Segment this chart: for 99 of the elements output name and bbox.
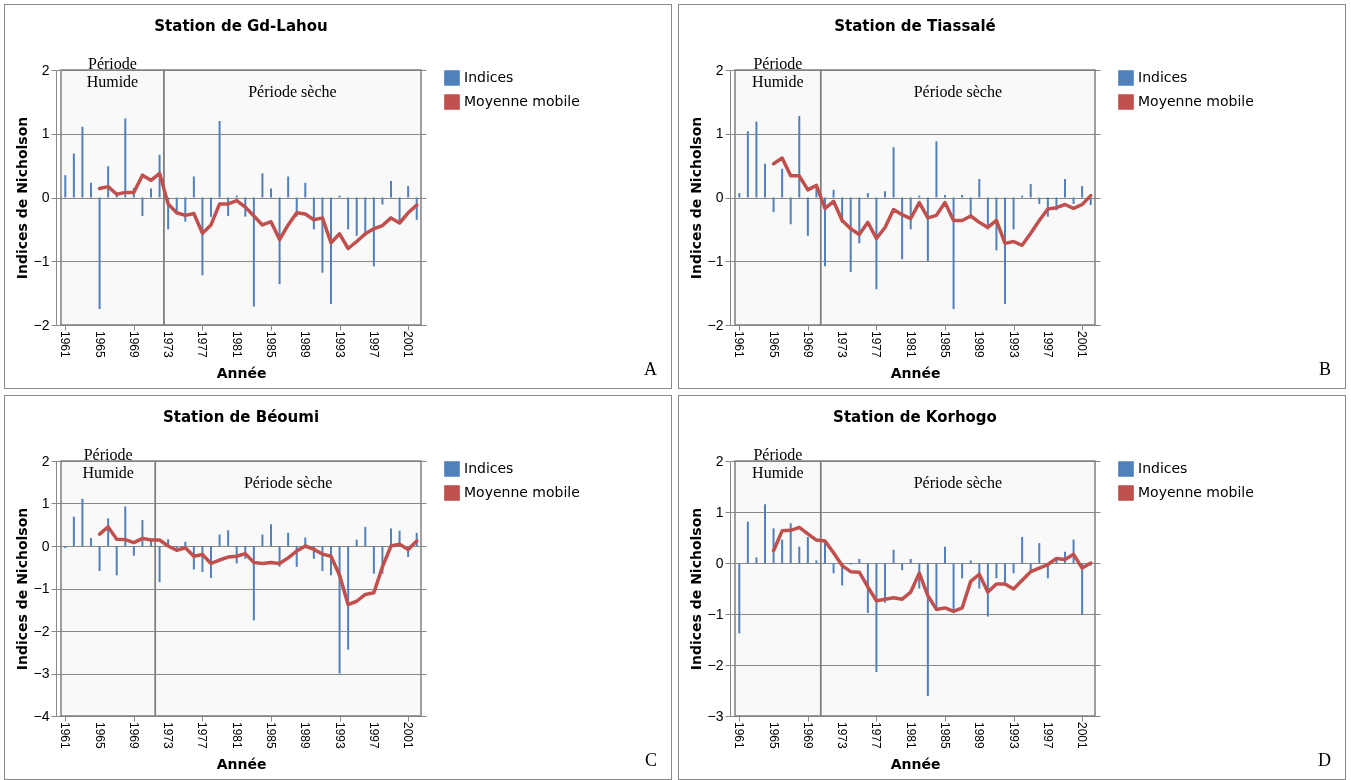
legend-label: Moyenne mobile <box>464 484 580 500</box>
x-tick-label: 1961 <box>732 331 747 359</box>
x-tick-label: 1989 <box>972 722 987 750</box>
x-tick-label: 1977 <box>869 722 884 750</box>
y-tick-label: 1 <box>715 503 724 520</box>
x-tick-label: 1965 <box>766 331 781 359</box>
y-tick-label: 0 <box>715 554 724 571</box>
x-axis-title: Année <box>890 756 941 772</box>
x-tick-label: 1993 <box>332 722 347 750</box>
x-axis-title: Année <box>216 756 267 772</box>
band-label: Période sèche <box>248 83 337 100</box>
band-label: Période Humide <box>752 446 804 481</box>
y-tick-label: −1 <box>33 252 50 269</box>
x-tick-label: 1993 <box>332 331 347 359</box>
x-tick-label: 1973 <box>161 722 176 750</box>
legend-label: Moyenne mobile <box>464 93 580 109</box>
x-tick-label: 1973 <box>835 331 850 359</box>
y-tick-label: 1 <box>715 125 724 142</box>
y-tick-label: −1 <box>33 580 50 596</box>
y-tick-label: −2 <box>707 316 724 333</box>
x-tick-label: 1969 <box>126 331 141 359</box>
legend-label: Indices <box>464 69 514 85</box>
x-tick-label: 1977 <box>195 722 210 750</box>
x-tick-label: 1985 <box>938 331 952 359</box>
y-tick-label: 2 <box>715 452 724 469</box>
x-tick-label: 1985 <box>938 722 952 750</box>
x-tick-label: 1997 <box>366 722 381 750</box>
y-tick-label: −4 <box>33 707 50 724</box>
x-tick-label: 1981 <box>903 331 918 359</box>
x-tick-label: 2001 <box>401 722 416 750</box>
x-tick-label: 1989 <box>298 331 313 359</box>
text: A <box>644 359 657 380</box>
band-label: Période sèche <box>913 474 1003 491</box>
x-tick-label: 1993 <box>1006 331 1021 359</box>
x-tick-label: 1997 <box>366 331 381 359</box>
x-tick-label: 1981 <box>903 722 918 750</box>
x-axis-title: Année <box>890 365 941 381</box>
y-axis-title: Indices de Nicholson <box>13 507 30 671</box>
text: C <box>644 750 657 771</box>
y-tick-label: −3 <box>707 707 724 724</box>
x-tick-label: 1985 <box>264 331 278 359</box>
chart-title: Station de Gd-Lahou <box>154 17 328 35</box>
legend-label: Indices <box>1138 69 1188 85</box>
x-tick-label: 1969 <box>800 331 815 359</box>
text: D <box>1318 750 1331 771</box>
x-tick-label: 1985 <box>264 722 278 750</box>
x-tick-label: 1981 <box>229 331 244 359</box>
x-tick-label: 1969 <box>126 722 141 750</box>
legend-label: Indices <box>464 460 514 476</box>
x-axis-title: Année <box>216 365 267 381</box>
x-tick-label: 1961 <box>58 722 73 750</box>
band-label: Période sèche <box>913 83 1003 100</box>
chart-title: Station de Korhogo <box>833 408 997 426</box>
x-tick-label: 2001 <box>1075 331 1090 359</box>
y-tick-label: −2 <box>33 622 50 639</box>
chart-title: Station de Béoumi <box>162 408 320 426</box>
y-tick-label: −3 <box>33 665 50 681</box>
x-tick-label: 1977 <box>195 331 210 359</box>
x-tick-label: 1969 <box>800 722 815 750</box>
y-axis-title: Indices de Nicholson <box>687 507 704 671</box>
x-tick-label: 1989 <box>298 722 313 750</box>
legend-label: Moyenne mobile <box>1138 484 1254 500</box>
x-tick-label: 2001 <box>401 331 416 359</box>
x-tick-label: 1973 <box>835 722 850 750</box>
x-tick-label: 1961 <box>732 722 747 750</box>
x-tick-label: 1989 <box>972 331 987 359</box>
y-tick-label: −2 <box>707 656 724 673</box>
y-tick-label: 2 <box>41 452 50 469</box>
y-tick-label: −1 <box>707 252 724 269</box>
x-tick-label: 1965 <box>766 722 781 750</box>
x-tick-label: 1981 <box>229 722 244 750</box>
band-label: Période sèche <box>243 474 333 491</box>
y-tick-label: 2 <box>715 61 724 78</box>
y-axis-title: Indices de Nicholson <box>13 116 30 280</box>
y-tick-label: 1 <box>41 495 50 511</box>
x-tick-label: 1997 <box>1040 722 1055 750</box>
x-tick-label: 2001 <box>1075 722 1090 750</box>
y-tick-label: 0 <box>41 189 50 205</box>
x-tick-label: 1973 <box>161 331 176 359</box>
y-tick-label: −1 <box>707 605 724 622</box>
y-tick-label: −2 <box>33 316 50 333</box>
y-axis-title: Indices de Nicholson <box>687 116 704 280</box>
y-tick-label: 0 <box>41 537 50 554</box>
x-tick-label: 1977 <box>869 331 884 359</box>
legend-label: Indices <box>1138 460 1188 476</box>
y-tick-label: 0 <box>715 189 724 205</box>
x-tick-label: 1965 <box>92 722 107 750</box>
legend-label: Moyenne mobile <box>1138 93 1254 109</box>
chart-title: Station de Tiassalé <box>834 17 996 35</box>
x-tick-label: 1961 <box>58 331 73 359</box>
x-tick-label: 1997 <box>1040 331 1055 359</box>
x-tick-label: 1965 <box>92 331 107 359</box>
y-tick-label: 2 <box>41 61 50 78</box>
text: B <box>1318 359 1331 380</box>
band-label: Période Humide <box>82 446 134 481</box>
band-label: Période Humide <box>86 55 139 90</box>
band-label: Période Humide <box>752 55 804 90</box>
y-tick-label: 1 <box>41 125 50 142</box>
x-tick-label: 1993 <box>1006 722 1021 750</box>
